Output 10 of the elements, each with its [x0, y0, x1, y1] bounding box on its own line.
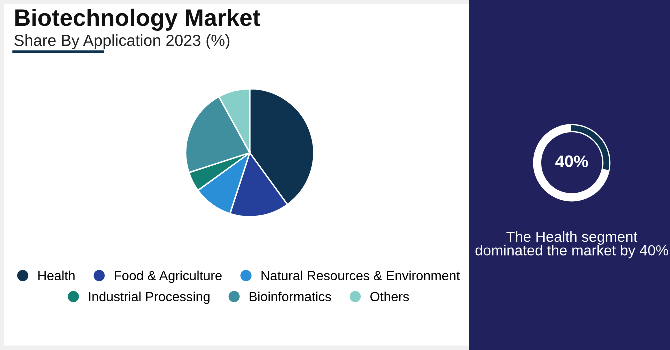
text: The Health segment dominated the market by 40% [476, 231, 668, 259]
chart-title: Biotechnology Market [16, 8, 260, 32]
text: 40% [556, 156, 588, 168]
legend-label: Health [38, 270, 75, 281]
legend-label: Others [370, 292, 410, 302]
legend-label: Industrial Processing [89, 292, 210, 304]
legend-label: Natural Resources & Environment [262, 270, 460, 281]
chart-subtitle: Share By Application 2023 (%) [14, 34, 230, 50]
legend-label: Bioinformatics [250, 292, 332, 302]
legend-label: Food & Agriculture [115, 270, 222, 284]
